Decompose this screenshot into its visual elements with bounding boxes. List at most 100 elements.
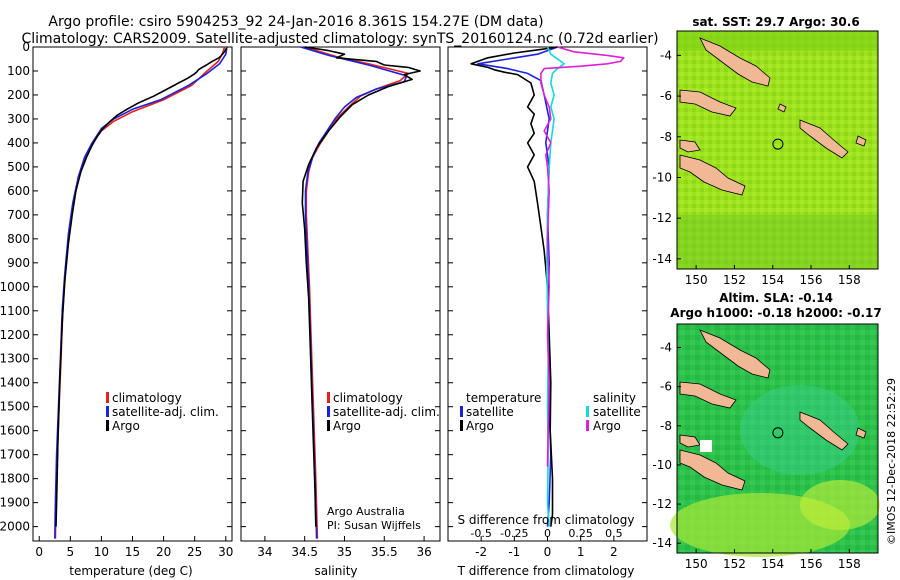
depth-tick-label: 1500 (0, 400, 30, 414)
series-line-s-argo (540, 46, 625, 467)
sst-landmass (679, 37, 867, 196)
depth-tick-label: 1600 (0, 424, 30, 438)
depth-tick-label: 1700 (0, 448, 30, 462)
longitude-tick-label: 154 (761, 557, 784, 571)
sst-map-frame (676, 30, 879, 270)
sla-landmass (679, 329, 867, 491)
legend-climatology-label: climatology (333, 391, 403, 405)
series-line-satellite-adj-clim- (300, 46, 408, 539)
png-mainland-land (679, 449, 746, 491)
depth-tick-label: 900 (7, 256, 30, 270)
legend-satellite-swatch (106, 406, 109, 417)
sst-map-title: sat. SST: 29.7 Argo: 30.6 (692, 15, 859, 29)
x-tick-label: 0 (544, 545, 552, 559)
x-tick-label: 10 (94, 545, 109, 559)
longitude-tick-label: 150 (685, 557, 708, 571)
legend-climatology-label: climatology (112, 391, 182, 405)
longitude-tick-label: 158 (838, 273, 861, 287)
argo-float-marker (772, 427, 784, 439)
credit-argo-australia: Argo Australia (327, 505, 405, 518)
x-tick-label: 0 (35, 545, 43, 559)
temperature-xlabel: temperature (deg C) (69, 564, 192, 578)
bougainville-land (799, 411, 849, 451)
legend-satellite-swatch (327, 406, 330, 417)
difference-legend-temperature: temperature satellite Argo (460, 391, 541, 433)
legend-t-argo-label: Argo (466, 419, 494, 433)
depth-tick-label: 1400 (0, 376, 30, 390)
x-tick-label: 34.5 (291, 545, 318, 559)
depth-tick-label: 1100 (0, 304, 30, 318)
credit-pi-name: PI: Susan Wijffels (327, 519, 421, 532)
depth-tick-label: 2000 (0, 520, 30, 534)
latitude-tick-label: -8 (660, 419, 672, 433)
depth-tick-label: 1200 (0, 328, 30, 342)
longitude-tick-label: 152 (723, 557, 746, 571)
depth-tick-label: 1300 (0, 352, 30, 366)
legend-temperature-header: temperature (466, 391, 541, 405)
x-tick-label: 30 (218, 545, 233, 559)
imos-watermark: ©IMOS 12-Dec-2018 22:52:29 (885, 378, 898, 545)
island-land (855, 427, 867, 439)
s-difference-tick-label: 0.5 (605, 527, 623, 540)
legend-argo-swatch (106, 420, 109, 431)
latitude-tick-label: -6 (660, 89, 672, 103)
legend-t-satellite-swatch (460, 406, 463, 417)
salinity-legend: climatology satellite-adj. clim. Argo (327, 391, 440, 433)
x-tick-label: 35.5 (371, 545, 398, 559)
series-line-argo (301, 46, 421, 527)
x-tick-label: 20 (156, 545, 171, 559)
temperature-legend: climatology satellite-adj. clim. Argo (106, 391, 219, 433)
longitude-tick-label: 150 (685, 273, 708, 287)
legend-t-argo-swatch (460, 420, 463, 431)
legend-satellite-label: satellite-adj. clim. (333, 405, 440, 419)
depth-tick-label: 600 (7, 184, 30, 198)
longitude-tick-label: 156 (800, 557, 823, 571)
sla-cyan-feature (740, 385, 860, 475)
longitude-tick-label: 154 (761, 273, 784, 287)
difference-legend-salinity: salinity satellite Argo (586, 391, 641, 433)
legend-argo-label: Argo (333, 419, 361, 433)
x-tick-label: 5 (66, 545, 74, 559)
depth-tick-label: 1800 (0, 472, 30, 486)
series-line-climatology (54, 46, 226, 539)
legend-argo-swatch (327, 420, 330, 431)
legend-satellite-label: satellite-adj. clim. (112, 405, 219, 419)
depth-tick-label: 800 (7, 232, 30, 246)
bougainville-land (799, 119, 849, 159)
x-tick-label: 25 (187, 545, 202, 559)
series-line-satellite-adj-clim- (54, 46, 228, 539)
latitude-tick-label: -14 (652, 536, 672, 550)
legend-argo-label: Argo (112, 419, 140, 433)
s-difference-tick-label: -0.25 (500, 527, 528, 540)
x-tick-label: 36 (416, 545, 431, 559)
x-tick-label: 34 (257, 545, 272, 559)
depth-tick-label: 500 (7, 160, 30, 174)
sla-map-title-line1: Altim. SLA: -0.14 (719, 291, 833, 305)
s-difference-tick-label: 0 (544, 527, 551, 540)
sla-map-panel: Altim. SLA: -0.14 Argo h1000: -0.18 h200… (652, 291, 881, 571)
series-line-climatology (304, 46, 409, 539)
s-difference-tick-label: -0.5 (470, 527, 491, 540)
legend-s-satellite-swatch (586, 406, 589, 417)
latitude-tick-label: -8 (660, 130, 672, 144)
series-line-argo (55, 47, 228, 527)
legend-s-argo-swatch (586, 420, 589, 431)
x-tick-label: 35 (337, 545, 352, 559)
latitude-tick-label: -14 (652, 252, 672, 266)
longitude-tick-label: 156 (800, 273, 823, 287)
x-tick-label: -1 (508, 545, 520, 559)
salinity-panel: 34 34.5 35 35.5 36 salinity climatology sate… (240, 46, 441, 578)
series-line-t-satellite (477, 46, 558, 527)
legend-s-argo-label: Argo (593, 419, 621, 433)
sst-cool-band (677, 215, 878, 269)
sla-map-title-line2: Argo h1000: -0.18 h2000: -0.17 (670, 306, 881, 320)
sst-map-panel: sat. SST: 29.7 Argo: 30.6 150 152 154 156 15… (652, 15, 879, 287)
longitude-tick-label: 158 (838, 557, 861, 571)
latitude-tick-label: -10 (652, 458, 672, 472)
temperature-panel: 0 5 10 15 20 25 300100200300400500600700800900… (0, 40, 233, 578)
figure-title-line1: Argo profile: csiro 5904253_92 24-Jan-20… (48, 14, 543, 30)
difference-xlabel: T difference from climatology (457, 564, 635, 578)
latitude-tick-label: -12 (652, 497, 672, 511)
sla-yellow-feature (800, 480, 880, 530)
